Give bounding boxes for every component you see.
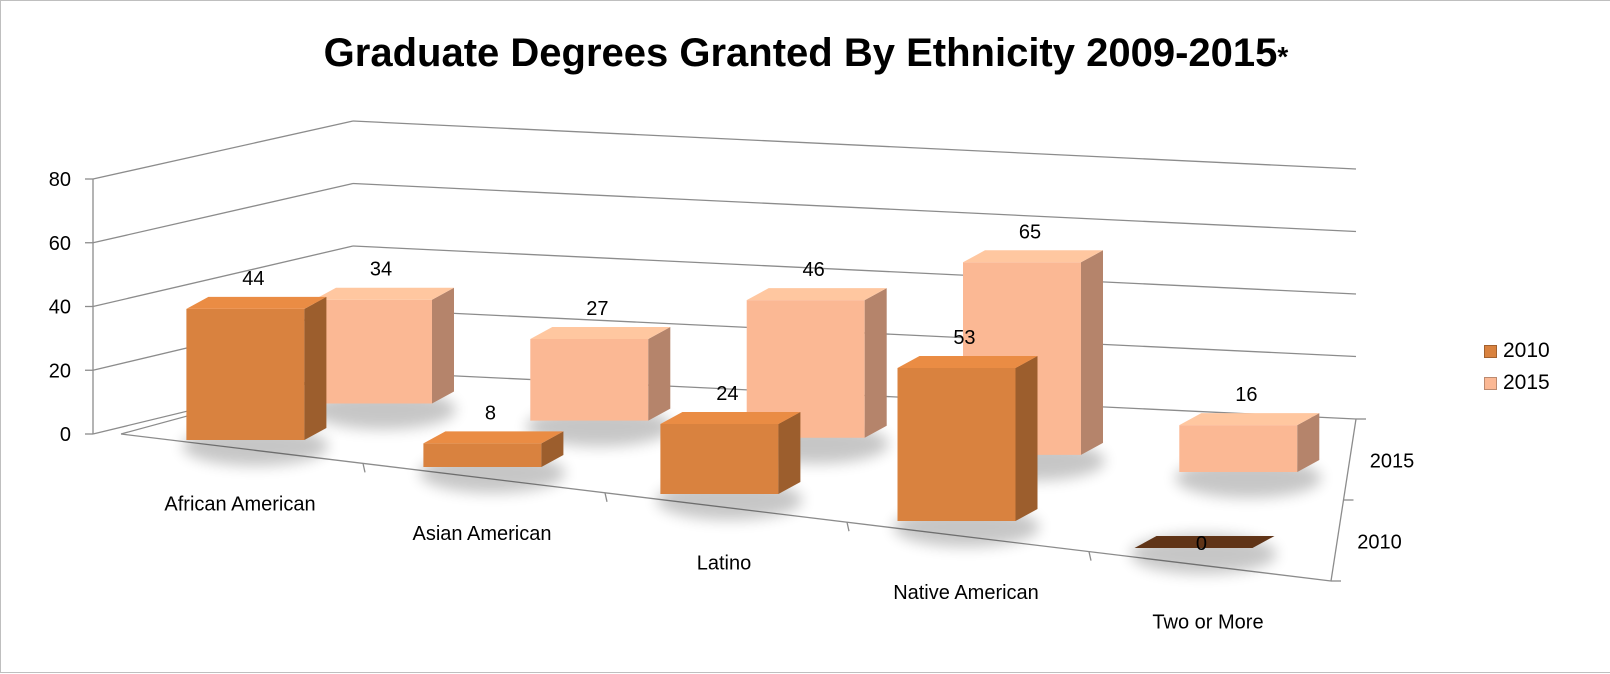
gridline-side-80 [92,120,354,180]
y-tick-label-0: 0 [60,424,71,446]
bar-2010-1-top [423,431,564,444]
y-tick-label-20: 20 [49,360,71,382]
bar-2010-0-side [304,296,327,440]
bar-2015-3-side [1081,250,1103,455]
bar-2010-2-top [660,412,801,424]
legend-item-2015: 2015 [1484,367,1550,399]
x-tick-0 [362,463,366,473]
bar-2010-3-side [1015,356,1038,521]
x-tick-label-1: Asian American [413,523,552,545]
bar-2015-0-top [314,287,454,300]
bar-2015-3-top [963,250,1103,263]
legend-label-2010: 2010 [1503,339,1550,362]
data-label-2015-3: 65 [1019,221,1041,243]
legend-item-2010: 2010 [1484,335,1550,367]
data-label-2015-1: 27 [586,298,608,320]
gridline-side-60 [92,182,354,244]
legend-swatch-2010 [1484,344,1497,358]
bar-2015-0 [314,299,432,404]
bar-2010-0 [186,308,305,440]
data-label-2015-4: 16 [1235,384,1257,406]
x-tick-label-0: African American [164,494,315,516]
data-label-2015-2: 46 [803,259,825,281]
bar-2010-3 [897,368,1016,521]
legend: 2010 2015 [1484,335,1550,399]
depth-label-2015: 2015 [1370,451,1415,473]
gridline-back-80 [352,120,1357,170]
x-tick-1 [604,492,608,502]
x-tick-label-4: Two or More [1152,611,1263,633]
y-tick-label-60: 60 [49,233,71,255]
bar-2010-3-top [897,356,1038,368]
bar-2015-0-side [432,287,454,404]
bar-2015-4-side [1297,413,1320,472]
chart-title-asterisk: * [1277,41,1289,72]
data-label-2010-0: 44 [242,268,264,290]
gridline-back-60 [352,182,1357,233]
gridline-back-40 [352,245,1357,295]
bar-2015-1-top [530,327,671,339]
bar-2015-1-side [648,327,671,421]
data-label-2010-1: 8 [485,402,496,424]
bar-2010-0-top [186,296,327,309]
bar-2015-2-side [864,288,887,438]
x-tick-label-3: Native American [893,582,1039,604]
y-tick-label-80: 80 [49,169,71,191]
legend-swatch-2015 [1484,376,1497,390]
chart-title-text: Graduate Degrees Granted By Ethnicity 20… [323,31,1278,75]
legend-label-2015: 2015 [1503,371,1550,394]
bar-2015-2 [746,300,865,438]
bar-2010-1 [423,443,542,467]
chart-title: Graduate Degrees Granted By Ethnicity 20… [1,31,1610,76]
bar-2015-2-top [746,288,887,301]
bar-2015-4 [1179,425,1298,472]
x-tick-3 [1088,551,1092,561]
bar-2010-2-side [778,412,801,494]
data-label-2010-2: 24 [716,383,738,405]
data-label-2010-4: 0 [1196,533,1207,555]
y-tick-label-40: 40 [49,297,71,319]
x-tick-2 [846,522,850,532]
data-label-2015-0: 34 [370,259,392,281]
bar-2010-4-top [1134,536,1275,548]
bar-2010-1-side [541,431,564,467]
data-label-2010-3: 53 [953,327,975,349]
bar-2015-1 [530,339,649,421]
bar-2015-4-top [1179,413,1320,426]
depth-label-2010: 2010 [1357,532,1402,554]
bar-2010-2 [660,424,779,494]
gridline-side-40 [92,245,354,308]
x-tick-label-2: Latino [697,553,752,575]
